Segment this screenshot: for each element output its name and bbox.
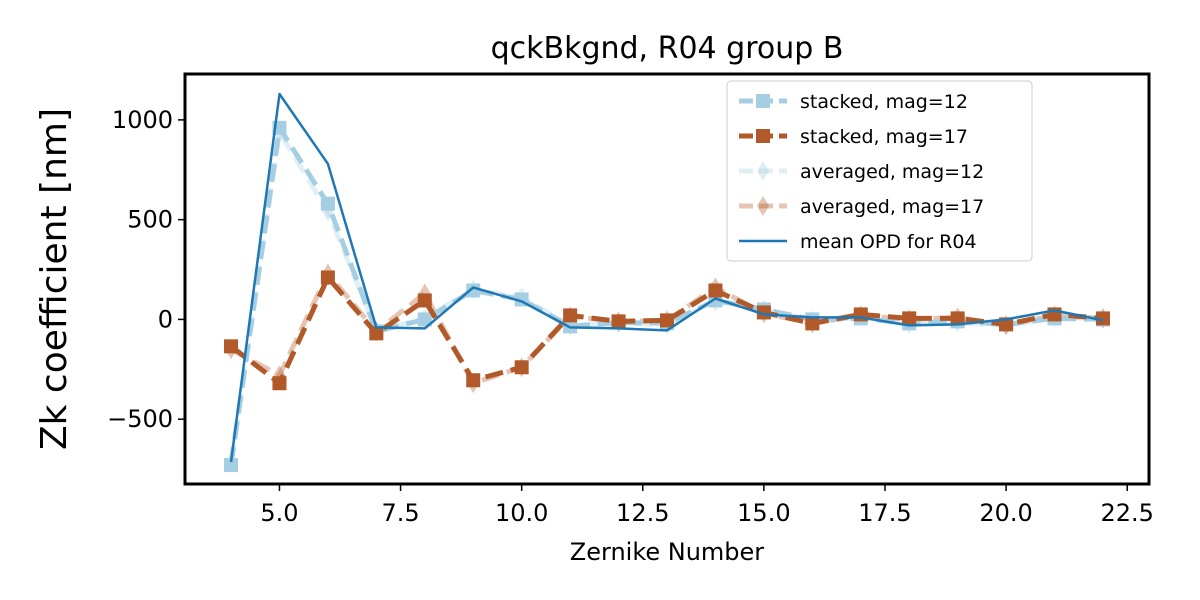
data-point bbox=[417, 312, 432, 327]
legend-item-stacked-mag-12: stacked, mag=12 bbox=[739, 91, 968, 113]
legend-swatch-marker bbox=[757, 161, 769, 181]
legend-swatch-marker bbox=[757, 196, 769, 216]
data-point bbox=[272, 376, 287, 391]
y-tick-label: 1000 bbox=[112, 106, 173, 134]
x-tick-label: 15.0 bbox=[737, 499, 790, 527]
legend-item-stacked-mag-17: stacked, mag=17 bbox=[739, 126, 968, 148]
data-point bbox=[660, 313, 674, 328]
data-point bbox=[563, 308, 578, 323]
data-point bbox=[224, 339, 239, 354]
x-axis: 5.0 7.5 10.0 12.5 15.0 17.5 20.0 22.5 bbox=[260, 484, 1154, 527]
data-point bbox=[611, 314, 626, 329]
x-tick-label: 7.5 bbox=[381, 499, 419, 527]
legend-label: averaged, mag=12 bbox=[800, 161, 984, 183]
legend-swatch-marker bbox=[756, 129, 770, 143]
x-tick-label: 20.0 bbox=[979, 499, 1032, 527]
x-tick-label: 10.0 bbox=[495, 499, 548, 527]
y-axis-label: Zk coefficient [nm] bbox=[34, 108, 75, 450]
series-stacked-mag-17 bbox=[224, 270, 1110, 391]
x-tick-label: 22.5 bbox=[1100, 499, 1153, 527]
series-line bbox=[229, 92, 1104, 463]
data-point bbox=[369, 326, 384, 341]
data-point bbox=[466, 283, 481, 298]
plot-frame bbox=[183, 72, 1151, 486]
data-point bbox=[756, 305, 771, 320]
data-point bbox=[224, 458, 239, 473]
data-point bbox=[320, 196, 335, 211]
y-tick-label: −500 bbox=[107, 405, 173, 433]
legend-label: stacked, mag=17 bbox=[800, 126, 968, 148]
data-point bbox=[708, 283, 723, 298]
legend-item-mean-opd-for-r04: mean OPD for R04 bbox=[739, 231, 977, 253]
x-tick-label: 12.5 bbox=[616, 499, 669, 527]
y-tick-label: 500 bbox=[127, 206, 173, 234]
legend-label: averaged, mag=17 bbox=[800, 196, 984, 218]
legend-item-averaged-mag-12: averaged, mag=12 bbox=[739, 161, 984, 183]
y-axis: −500 0 500 1000 bbox=[107, 106, 185, 433]
legend-box bbox=[726, 80, 1033, 262]
y-tick-label: 0 bbox=[158, 305, 173, 333]
x-axis-label: Zernike Number bbox=[570, 538, 765, 566]
legend: stacked, mag=12 stacked, mag=17 averaged, … bbox=[726, 80, 1033, 262]
data-point bbox=[417, 293, 432, 308]
x-tick-label: 17.5 bbox=[858, 499, 911, 527]
legend-label: mean OPD for R04 bbox=[800, 231, 977, 253]
data-point bbox=[466, 373, 481, 388]
data-point bbox=[320, 270, 335, 285]
legend-label: stacked, mag=12 bbox=[800, 91, 968, 113]
plot-area bbox=[224, 92, 1110, 474]
data-point bbox=[950, 311, 965, 326]
data-point bbox=[514, 360, 529, 375]
legend-item-averaged-mag-17: averaged, mag=17 bbox=[739, 196, 984, 218]
x-tick-label: 5.0 bbox=[260, 499, 298, 527]
data-point bbox=[805, 316, 820, 331]
data-point bbox=[1095, 311, 1110, 326]
series-mean-opd-for-r04 bbox=[229, 92, 1104, 463]
legend-swatch-marker bbox=[756, 94, 770, 108]
data-point bbox=[902, 311, 917, 326]
chart-title: qckBkgnd, R04 group B bbox=[491, 31, 844, 66]
